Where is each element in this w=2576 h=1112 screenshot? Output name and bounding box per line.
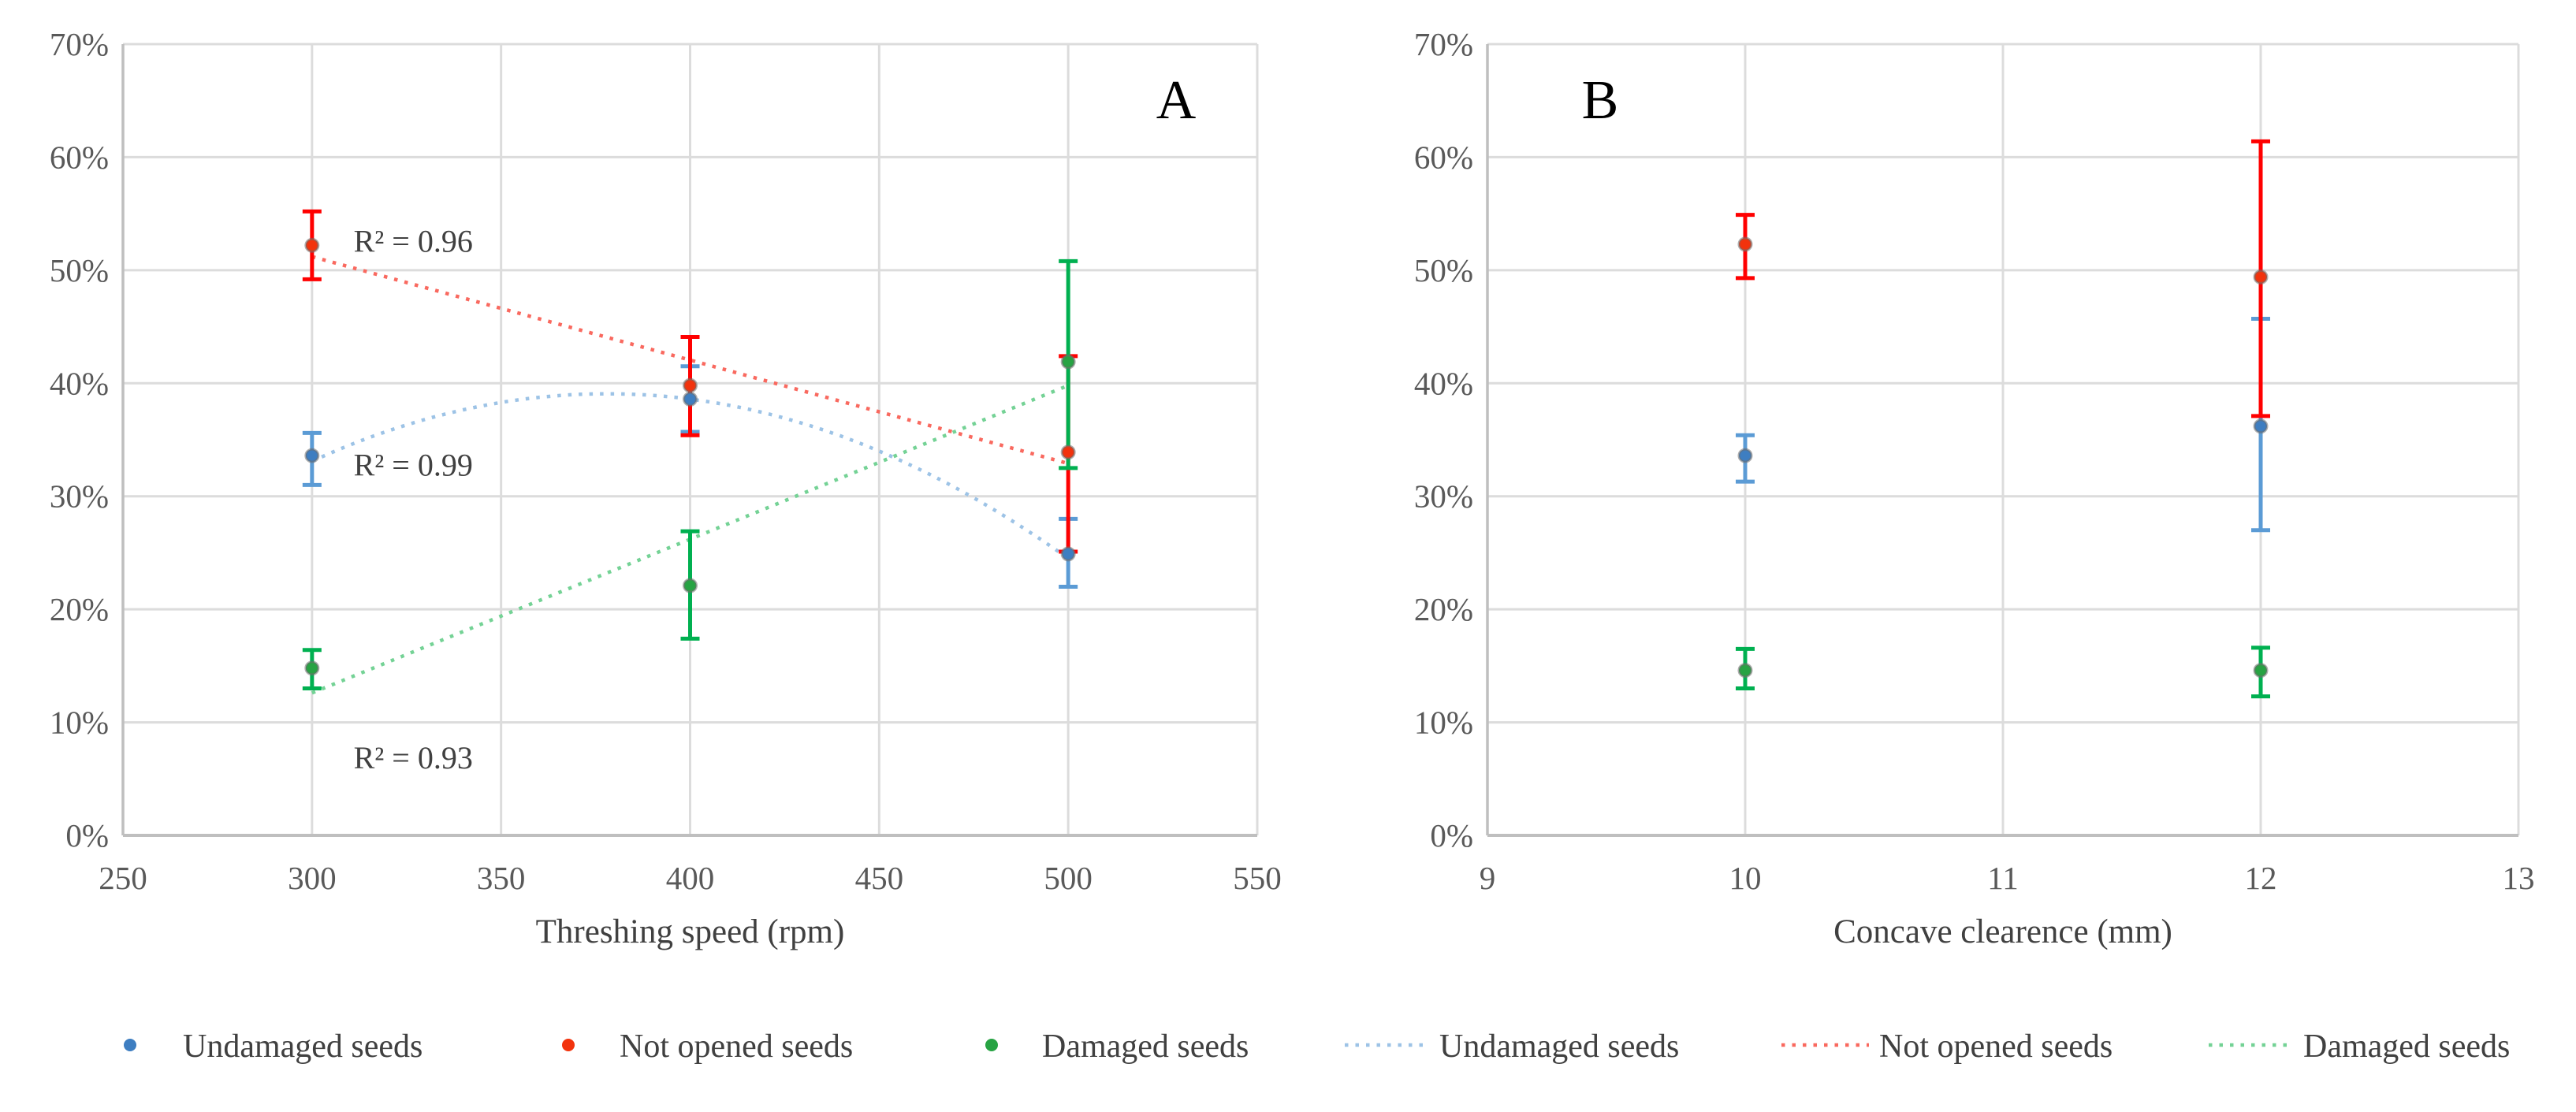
y-tick-label: 0% [1430, 817, 1473, 854]
x-tick-label: 500 [1044, 860, 1093, 896]
data-point [2253, 418, 2269, 434]
data-points [304, 237, 1076, 676]
legend-dot-marker [124, 1039, 136, 1051]
y-tick-label: 60% [50, 139, 109, 175]
data-point [2253, 269, 2269, 285]
x-tick-label: 11 [1987, 860, 2018, 896]
y-tick-label: 10% [50, 705, 109, 741]
x-tick-label: 250 [99, 860, 147, 896]
y-tick-label: 60% [1414, 139, 1473, 175]
legend-item: Not opened seeds [1781, 1028, 2113, 1065]
y-tick-label: 40% [50, 365, 109, 401]
legend-label: Damaged seeds [2303, 1028, 2510, 1065]
r-squared-label: R² = 0.99 [354, 448, 473, 483]
gridlines [1486, 43, 2520, 837]
r-squared-label: R² = 0.93 [354, 740, 473, 775]
x-tick-label: 400 [666, 860, 715, 896]
data-point [1737, 236, 1753, 252]
y-tick-label: 70% [50, 26, 109, 62]
x-tick-label: 13 [2503, 860, 2535, 896]
y-tick-label: 50% [50, 252, 109, 288]
legend-label: Not opened seeds [620, 1028, 853, 1065]
legend-label: Not opened seeds [1879, 1028, 2113, 1065]
x-tick-label: 12 [2245, 860, 2277, 896]
data-point [1060, 444, 1076, 460]
data-point [683, 391, 698, 407]
data-point [1060, 546, 1076, 562]
y-tick-label: 10% [1414, 705, 1473, 741]
legend-label: Undamaged seeds [183, 1028, 423, 1065]
legend-dot-marker [562, 1039, 575, 1051]
panel-b: 0% 10% 20% 30% 40% 50% 60% 70% 9 10 11 12 13 B Concave… [1414, 26, 2535, 950]
trendlines [311, 255, 1070, 695]
legend-item: Damaged seeds [985, 1028, 1249, 1065]
legend-item: Undamaged seeds [124, 1028, 423, 1065]
data-point [304, 237, 320, 253]
trendline-linear [311, 255, 1069, 466]
y-tick-label: 50% [1414, 252, 1473, 288]
x-tick-label: 350 [477, 860, 526, 896]
y-tick-label: 40% [1414, 365, 1473, 401]
legend-item: Not opened seeds [562, 1028, 853, 1065]
r-squared-label: R² = 0.96 [354, 224, 473, 259]
x-axis-title: Threshing speed (rpm) [536, 913, 845, 950]
y-tick-label: 30% [50, 478, 109, 515]
x-tick-label: 300 [288, 860, 337, 896]
x-tick-label: 450 [855, 860, 904, 896]
y-tick-label: 0% [65, 817, 109, 854]
chart-legend: Undamaged seeds Not opened seeds Damaged s… [124, 1028, 2510, 1065]
x-axis-title: Concave clearence (mm) [1833, 913, 2172, 950]
data-point [1060, 354, 1076, 370]
gridlines [121, 43, 1259, 837]
axis-text: 0% 10% 20% 30% 40% 50% 60% 70% 250 300 350 400 450 50… [50, 26, 1282, 950]
y-tick-label: 70% [1414, 26, 1473, 62]
panel-letter: A [1156, 70, 1197, 131]
data-point [304, 660, 320, 676]
legend-dot-marker [985, 1039, 998, 1051]
x-tick-label: 10 [1729, 860, 1762, 896]
panel-a: 0% 10% 20% 30% 40% 50% 60% 70% 250 300 350 400 450 50… [50, 26, 1282, 950]
panel-letter: B [1582, 70, 1619, 131]
y-tick-label: 30% [1414, 478, 1473, 515]
data-point [1737, 448, 1753, 463]
data-point [683, 377, 698, 393]
legend-label: Undamaged seeds [1439, 1028, 1679, 1065]
y-tick-label: 20% [1414, 591, 1473, 627]
axis-text: 0% 10% 20% 30% 40% 50% 60% 70% 9 10 11 12 13 B Concave… [1414, 26, 2535, 950]
legend-item: Damaged seeds [2209, 1028, 2510, 1065]
data-point [2253, 663, 2269, 679]
data-point [683, 578, 698, 593]
x-tick-label: 9 [1480, 860, 1496, 896]
data-point [304, 448, 320, 463]
legend-label: Damaged seeds [1042, 1028, 1249, 1065]
data-point [1737, 663, 1753, 679]
legend-item: Undamaged seeds [1345, 1028, 1679, 1065]
x-tick-label: 550 [1233, 860, 1282, 896]
data-points [1737, 236, 2269, 679]
y-tick-label: 20% [50, 591, 109, 627]
